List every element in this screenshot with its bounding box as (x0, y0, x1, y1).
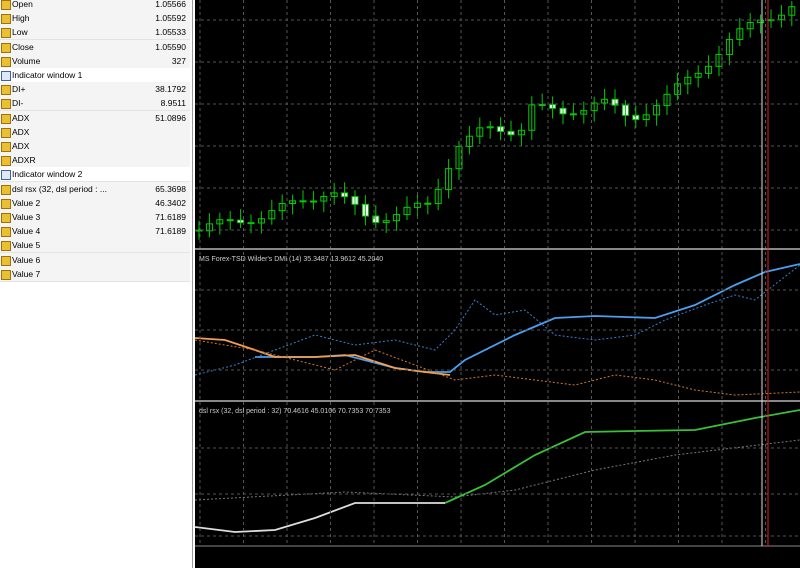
row-value: 327 (171, 55, 186, 66)
row-value: 1.05592 (155, 13, 186, 24)
icon (1, 227, 11, 238)
row-label: Indicator window 2 (12, 169, 83, 180)
row-label: Value 2 (12, 197, 41, 208)
icon (1, 99, 11, 110)
row-label: DI+ (12, 84, 26, 95)
row-label: Close (12, 41, 34, 52)
data-row: ADX (0, 139, 190, 154)
icon (1, 213, 11, 223)
data-row: Value 5 (0, 238, 190, 254)
data-window: Open 1.05566 High 1.05592 Low 1.05533 Close 1.0… (0, 0, 193, 568)
icon (1, 170, 11, 181)
data-row: Value 3 71.6189 (0, 210, 190, 225)
row-value: 65.3698 (155, 183, 186, 194)
row-label: Open (12, 0, 33, 9)
rsx-up (444, 409, 800, 504)
row-label: Value 5 (12, 240, 41, 251)
icon (1, 14, 11, 25)
data-row: Value 2 46.3402 (0, 195, 190, 211)
row-label: Value 3 (12, 212, 41, 222)
row-label: Value 7 (12, 268, 41, 279)
row-value: 1.05566 (155, 0, 186, 9)
row-value: 51.0896 (155, 112, 186, 123)
row-label: Low (12, 27, 28, 38)
row-label: ADX (12, 141, 30, 151)
icon (1, 28, 11, 39)
row-label: High (12, 13, 30, 24)
icon (1, 198, 11, 209)
icon (1, 0, 11, 10)
data-row: Open 1.05566 (0, 0, 190, 12)
row-label: ADXR (12, 155, 36, 166)
data-row: Close 1.05590 (0, 39, 190, 55)
row-value: 1.05590 (155, 41, 186, 52)
rsx-signal (195, 439, 800, 501)
data-row: DI- 8.9511 (0, 96, 190, 112)
data-row: dsl rsx (32, dsl period : ... 65.3698 (0, 181, 190, 197)
row-label: Value 4 (12, 226, 41, 237)
data-row: ADX 51.0896 (0, 110, 190, 126)
data-row: ADX (0, 124, 190, 140)
icon (1, 255, 11, 266)
adx-down (195, 337, 451, 376)
icon (1, 71, 11, 81)
icon (1, 269, 11, 280)
icon (1, 156, 11, 167)
icon (1, 85, 11, 96)
row-value: 71.6189 (155, 226, 186, 237)
data-row: Low 1.05533 (0, 25, 190, 41)
data-row: Indicator window 1 (0, 68, 190, 83)
rsx-flat (195, 502, 445, 533)
row-value: 71.6189 (155, 212, 186, 222)
di-plus (195, 264, 800, 376)
row-value: 1.05533 (155, 27, 186, 38)
data-row: Value 6 (0, 252, 190, 268)
row-label: Volume (12, 55, 41, 66)
row-label: Indicator window 1 (12, 70, 83, 80)
data-row: High 1.05592 (0, 11, 190, 27)
data-row: ADXR (0, 153, 190, 169)
data-row: Volume 327 (0, 53, 190, 69)
row-label: DI- (12, 98, 24, 109)
row-label: Value 6 (12, 254, 41, 265)
data-row: Value 4 71.6189 (0, 224, 190, 240)
row-label: ADX (12, 126, 30, 137)
data-row: Indicator window 2 (0, 167, 190, 183)
icon (1, 142, 11, 152)
row-label: dsl rsx (32, dsl period : ... (12, 183, 107, 194)
data-row: Value 7 (0, 266, 190, 282)
icon (1, 241, 11, 252)
data-row: DI+ 38.1792 (0, 82, 190, 98)
row-label: ADX (12, 112, 30, 123)
di-minus (195, 339, 800, 396)
cursor-time: 2017.03.03 13:00 (743, 557, 798, 564)
icon (1, 127, 11, 138)
icon (1, 184, 11, 195)
row-value: 8.9511 (160, 98, 186, 109)
icon (1, 113, 11, 124)
chart: 3 Mar 12:3 Mar 12:353 Mar 12:153 Mar 11:… (195, 0, 800, 568)
icon (1, 42, 11, 53)
row-value: 46.3402 (155, 197, 186, 208)
row-value: 38.1792 (155, 84, 186, 95)
panel-label: MS Forex-TSD Wilder's DMI (14) 35.3487 1… (199, 256, 383, 263)
panel-label: dsl rsx (32, dsl period : 32) 70.4616 45… (199, 408, 391, 415)
icon (1, 56, 11, 67)
